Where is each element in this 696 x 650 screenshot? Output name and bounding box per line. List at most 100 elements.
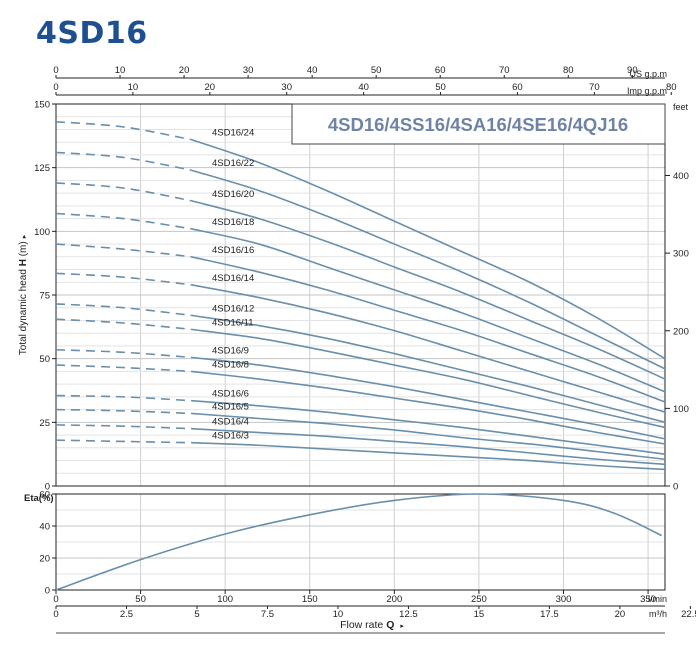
efficiency-curve-line (55, 493, 662, 591)
eta-tick-label: 20 (39, 554, 50, 565)
eta-grid (56, 494, 665, 590)
top-axis-tick-label: 80 (666, 82, 677, 93)
top-axis-tick-label: 40 (307, 65, 318, 76)
curve-label: 4SD16/16 (212, 245, 254, 256)
head-curve-solid (191, 228, 666, 393)
head-curve-solid (191, 441, 666, 471)
head-curve-dashed (55, 212, 192, 230)
feet-tick-label: 400 (673, 171, 689, 182)
top-axis-tick-label: 10 (128, 82, 139, 93)
head-tick-label: 125 (34, 163, 50, 174)
head-curve-dashed (55, 394, 192, 402)
top-axis-tick-label: 70 (499, 65, 510, 76)
feet-tick-label: 200 (673, 326, 689, 337)
head-axis-label: Total dynamic head H (m) ▸ (18, 234, 29, 355)
head-curve-dashed (55, 182, 192, 202)
curve-label: 4SD16/8 (212, 359, 249, 370)
top-axis-tick-label: 70 (589, 82, 600, 93)
flow-m3h-tick-label: 10 (333, 609, 344, 620)
flow-m3h-tick-label: 2.5 (120, 609, 133, 620)
head-curves (55, 121, 666, 471)
top-axis-tick-label: 80 (563, 65, 574, 76)
curve-label: 4SD16/22 (212, 158, 254, 169)
head-curve-dashed (55, 121, 192, 141)
flow-m3h-tick-label: 7.5 (261, 609, 274, 620)
efficiency-curve (55, 493, 662, 591)
top-axis-tick-label: 30 (243, 65, 254, 76)
head-curve-dashed (55, 439, 192, 444)
eta-tick-label: 60 (39, 490, 50, 501)
top-axis-tick-label: 20 (205, 82, 216, 93)
flow-lpm-tick-label: 0 (53, 594, 58, 605)
chart-title-box: 4SD16/4SS16/4SA16/4SE16/4QJ16 (291, 103, 666, 145)
top-axis-unit: Imp g.p.m (627, 86, 667, 96)
top-axis-tick-label: 60 (435, 65, 446, 76)
flow-m3h-tick-label: 5 (194, 609, 199, 620)
head-tick-label: 75 (39, 291, 50, 302)
head-tick-label: 150 (34, 100, 50, 111)
curve-label: 4SD16/24 (212, 128, 254, 139)
chart-title: 4SD16/4SS16/4SA16/4SE16/4QJ16 (328, 114, 628, 135)
eta-tick-label: 40 (39, 522, 50, 533)
curve-label: 4SD16/9 (212, 345, 249, 356)
head-curve-dashed (55, 408, 192, 415)
head-axis-label-prefix: Total dynamic head (18, 266, 29, 355)
flow-lpm-tick-label: 150 (302, 594, 318, 605)
head-curve-dashed (55, 272, 192, 286)
top-axis-tick-label: 30 (281, 82, 292, 93)
curve-label: 4SD16/14 (212, 273, 254, 284)
top-axis-tick-label: 0 (53, 82, 58, 93)
flow-m3h-tick-label: 22.5 (681, 609, 696, 620)
top-axis-tick-label: 60 (512, 82, 523, 93)
page-title: 4SD16 (36, 16, 148, 51)
head-axis: 0 25 50 75 100 125 150 (34, 100, 56, 493)
flow-m3h-tick-label: 0 (53, 609, 58, 620)
curve-label: 4SD16/18 (212, 217, 254, 228)
top-axis-tick-label: 40 (358, 82, 369, 93)
top-axis-tick-label: 20 (179, 65, 190, 76)
flow-lpm-tick-label: 200 (386, 594, 402, 605)
head-curve-solid (191, 370, 666, 445)
head-curve-dashed (55, 318, 192, 331)
eta-axis: 0 20 40 60 (39, 490, 56, 597)
top-axis-unit: US g.p.m (629, 69, 667, 79)
head-tick-label: 0 (45, 482, 50, 493)
eta-tick-label: 0 (45, 586, 50, 597)
head-curve-solid (191, 412, 666, 461)
eta-plot-frame (55, 493, 666, 591)
head-curve-dashed (55, 303, 192, 317)
head-curve-dashed (55, 348, 192, 359)
head-curve-dashed (55, 243, 192, 258)
flow-axis-label-prefix: Flow rate (340, 619, 386, 631)
feet-tick-label: 100 (673, 404, 689, 415)
curve-label: 4SD16/4 (212, 417, 249, 428)
head-curve-dashed (55, 151, 192, 171)
flow-m3h-tick-label: 15 (474, 609, 485, 620)
top-axis-tick-label: 0 (53, 65, 58, 76)
flow-m3h-tick-label: 12.5 (399, 609, 418, 620)
head-curve-solid (191, 427, 666, 466)
curve-label: 4SD16/20 (212, 189, 254, 200)
curve-label: 4SD16/12 (212, 303, 254, 314)
head-curve-solid (191, 284, 666, 413)
flow-lpm-unit: l/min (648, 594, 667, 604)
flow-lpm-tick-label: 350 (640, 594, 656, 605)
flow-lpm-tick-label: 300 (556, 594, 572, 605)
head-tick-label: 25 (39, 418, 50, 429)
head-curve-dashed (55, 364, 192, 373)
head-curve-solid (191, 328, 666, 429)
flow-m3h-tick-label: 17.5 (540, 609, 559, 620)
feet-axis: 0 100 200 300 400 (665, 171, 689, 493)
head-tick-label: 100 (34, 227, 50, 238)
flow-axis-label: Flow rate Q ▸ (340, 619, 404, 631)
eta-axis-label: Eta(%) (24, 493, 54, 504)
curve-label: 4SD16/3 (212, 431, 249, 442)
feet-tick-label: 0 (673, 482, 678, 493)
curve-label: 4SD16/11 (212, 317, 254, 328)
top-axis-tick-label: 50 (435, 82, 446, 93)
head-axis-arrow: ▸ (21, 234, 28, 238)
feet-tick-label: 300 (673, 249, 689, 260)
